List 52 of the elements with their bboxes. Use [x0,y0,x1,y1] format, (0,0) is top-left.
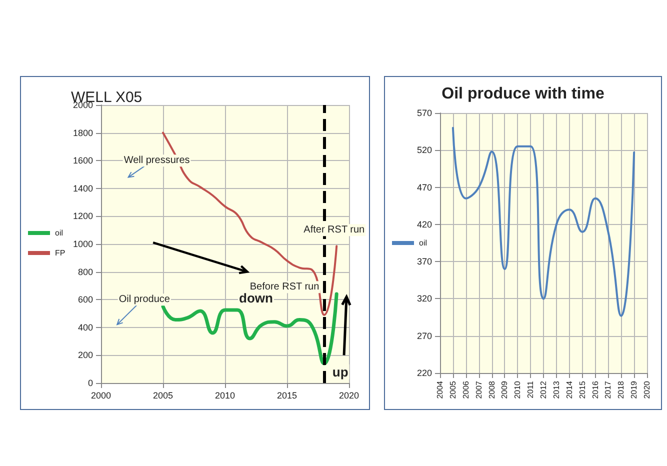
y-tick-label: 1800 [72,128,93,138]
x-tick-label: 2015 [276,390,298,400]
x-tick-label: 2009 [500,380,510,399]
y-tick-label: 320 [416,294,432,304]
annotation: down [239,290,274,306]
x-tick-label: 2008 [487,380,496,399]
x-tick-label: 2011 [526,380,536,398]
y-tick-label: 1000 [72,239,93,249]
y-tick-label: 1400 [72,183,93,194]
x-tick-label: 2015 [578,380,587,399]
x-tick-label: 2019 [630,380,639,399]
y-tick-label: 1200 [72,211,93,222]
x-tick-label: 2010 [214,390,236,400]
x-tick-label: 2005 [448,380,458,399]
x-tick-label: 2013 [552,380,561,399]
y-tick-label: 800 [78,266,93,277]
y-tick-label: 200 [78,350,93,360]
y-tick-label: 470 [416,182,432,192]
x-tick-label: 2000 [90,390,112,400]
x-tick-label: 2014 [564,380,574,399]
x-tick-label: 2005 [152,390,174,400]
y-tick-label: 570 [416,108,432,118]
y-tick-label: 2000 [72,100,93,110]
chart-title: Oil produce with time [442,86,604,102]
legend-label: FP [55,248,66,258]
y-tick-label: 400 [78,322,93,332]
y-tick-label: 220 [416,368,432,378]
line-series [452,126,636,317]
annotation: Oil produce [118,294,170,306]
x-tick-label: 2017 [604,380,613,399]
x-tick-label: 2006 [461,380,470,399]
x-tick-label: 2012 [539,380,548,399]
x-tick-label: 2020 [642,380,652,399]
y-tick-label: 370 [416,256,432,267]
legend-label: oil [55,228,64,238]
legend-label: oil [419,238,428,248]
annotation: up [332,364,348,380]
annotation: Before RST run [250,282,320,293]
y-tick-label: 270 [416,330,432,341]
x-tick-label: 2020 [338,390,360,400]
x-tick-label: 2016 [590,380,600,399]
y-tick-label: 600 [78,294,93,305]
annotation: Well pressures [124,155,190,166]
x-tick-label: 2010 [513,380,522,399]
x-tick-label: 2004 [436,380,444,399]
y-tick-label: 0 [88,378,93,388]
y-tick-label: 1600 [72,156,93,166]
y-tick-label: 420 [416,219,432,230]
x-tick-label: 2007 [474,380,484,399]
x-tick-label: 2018 [616,380,626,399]
y-tick-label: 520 [416,145,432,156]
annotation: After RST run [304,224,365,236]
